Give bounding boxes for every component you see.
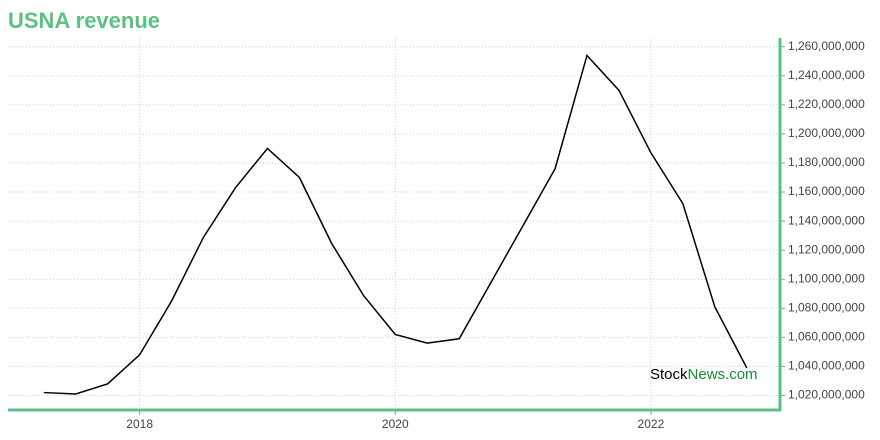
y-tick-label: 1,120,000,000 [788, 242, 865, 256]
chart-title: USNA revenue [8, 8, 160, 33]
y-tick-label: 1,060,000,000 [788, 330, 865, 344]
x-tick-label: 2018 [126, 417, 153, 431]
y-tick-label: 1,200,000,000 [788, 126, 865, 140]
watermark-prefix: Stock [650, 366, 688, 383]
y-tick-label: 1,180,000,000 [788, 155, 865, 169]
y-tick-label: 1,260,000,000 [788, 39, 865, 53]
x-tick-label: 2020 [382, 417, 409, 431]
y-tick-label: 1,140,000,000 [788, 213, 865, 227]
y-tick-label: 1,160,000,000 [788, 184, 865, 198]
line-series [43, 53, 748, 395]
y-tick-label: 1,080,000,000 [788, 300, 865, 314]
watermark-suffix: News.com [688, 366, 758, 383]
y-tick-label: 1,020,000,000 [788, 388, 865, 402]
y-tick-label: 1,100,000,000 [788, 271, 865, 285]
x-tick-label: 2022 [638, 417, 665, 431]
y-tick-label: 1,240,000,000 [788, 68, 865, 82]
watermark: StockNews.com [650, 366, 758, 383]
y-tick-label: 1,220,000,000 [788, 97, 865, 111]
y-tick-label: 1,040,000,000 [788, 359, 865, 373]
